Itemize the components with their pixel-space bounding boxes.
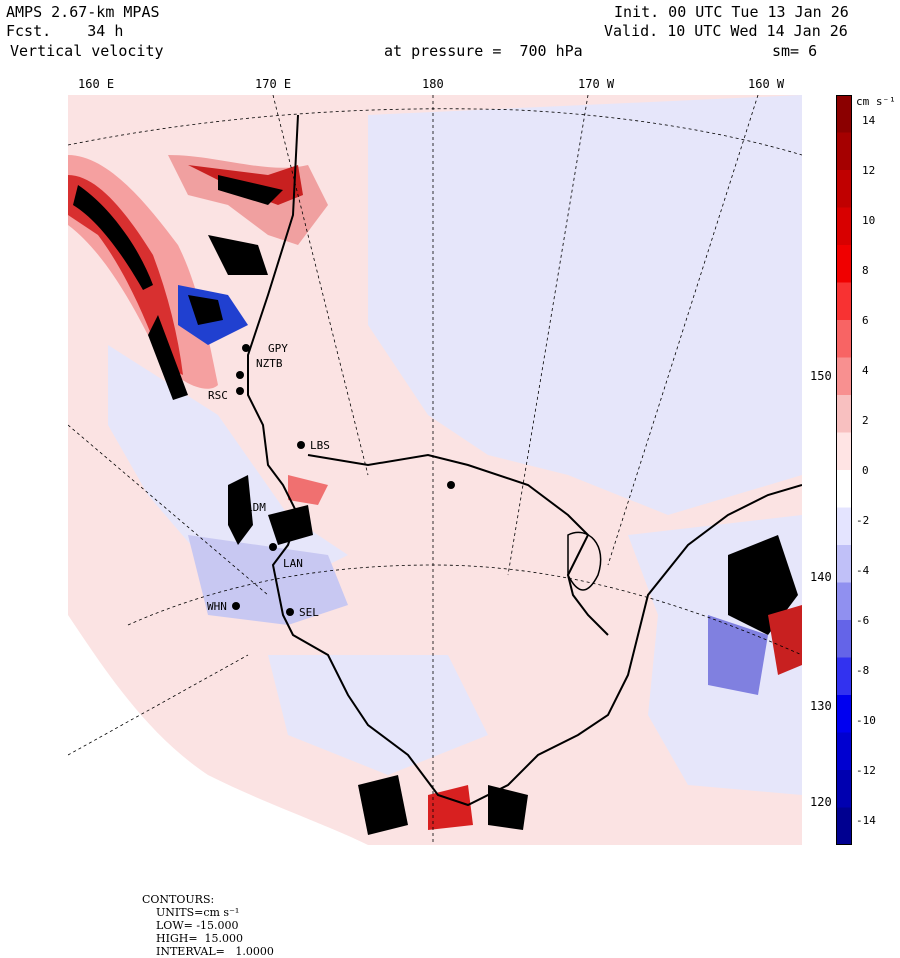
colorbar-segment: [836, 695, 852, 733]
station-label: RSC: [208, 389, 228, 402]
station-label: SEL: [299, 606, 319, 619]
colorbar-segment: [836, 132, 852, 171]
ice-shelf-edge: [307, 453, 609, 636]
lon-label-170e: 170 E: [255, 77, 292, 91]
colorbar-segment: [836, 357, 852, 396]
colorbar-tick-label: 8: [862, 264, 869, 277]
station-label: LAN: [283, 557, 303, 570]
colorbar: [836, 95, 852, 845]
colorbar-tick-label: -14: [856, 814, 876, 827]
colorbar-segment: [836, 282, 852, 321]
vertical-velocity-map: [68, 95, 802, 845]
colorbar-tick-label: 10: [862, 214, 876, 227]
colorbar-segment: [836, 732, 852, 771]
colorbar-segment: [836, 245, 852, 283]
station-label: LDM: [246, 501, 266, 514]
colorbar-segment: [836, 545, 852, 583]
station-label: GPY: [268, 342, 288, 355]
colorbar-tick-label: -6: [856, 614, 870, 627]
colorbar-segment: [836, 95, 852, 133]
colorbar-tick-label: 2: [862, 414, 869, 427]
colorbar-tick-label: -4: [856, 564, 870, 577]
model-title: AMPS 2.67-km MPAS: [6, 3, 160, 21]
colorbar-segment: [836, 170, 852, 208]
lon-label-160e: 160 E: [78, 77, 115, 91]
smoothing: sm= 6: [772, 42, 818, 60]
colorbar-tick-label: 6: [862, 314, 869, 327]
colorbar-segment: [836, 770, 852, 808]
colorbar-tick-label: -8: [856, 664, 870, 677]
station-markers: [232, 344, 455, 616]
contour-interval: INTERVAL= 1.0000: [156, 945, 274, 958]
colorbar-segment: [836, 807, 852, 845]
field-region-negative: [368, 95, 802, 515]
lon-label-170w: 170 W: [578, 77, 615, 91]
ice-shelf-edge: [567, 531, 602, 591]
colorbar-tick-label: -10: [856, 714, 876, 727]
contour-units: UNITS=cm s⁻¹: [156, 906, 240, 919]
colorbar-segment: [836, 620, 852, 658]
colorbar-tick-label: 0: [862, 464, 869, 477]
colorbar-units: cm s⁻¹: [856, 95, 896, 108]
graticule: [68, 95, 802, 845]
init-time: Init. 00 UTC Tue 13 Jan 26: [614, 3, 849, 21]
colorbar-tick-label: -2: [856, 514, 870, 527]
pressure-level: at pressure = 700 hPa: [384, 42, 583, 60]
coastline: [247, 114, 802, 807]
lon-label-180: 180: [422, 77, 444, 91]
colorbar-tick-label: 14: [862, 114, 876, 127]
colorbar-segment: [836, 320, 852, 358]
colorbar-segment: [836, 470, 852, 508]
station-label: WHN: [207, 600, 227, 613]
colorbar-segment: [836, 657, 852, 696]
colorbar-segment: [836, 507, 852, 546]
convective-cells: [228, 475, 802, 835]
field-region-zero: [68, 615, 368, 845]
colorbar-segment: [836, 582, 852, 621]
lon-label-160w: 160 W: [748, 77, 785, 91]
strong-updraft-band: [68, 155, 328, 400]
contour-high: HIGH= 15.000: [156, 932, 244, 945]
colorbar-tick-label: 12: [862, 164, 876, 177]
station-label: LBS: [310, 439, 330, 452]
contour-low: LOW= -15.000: [156, 919, 239, 932]
colorbar-tick-label: -12: [856, 764, 876, 777]
colorbar-segment: [836, 207, 852, 246]
forecast-hour: Fcst. 34 h: [6, 22, 124, 40]
field-region-negative: [188, 535, 348, 625]
station-label: NZTB: [256, 357, 283, 370]
colorbar-tick-label: 4: [862, 364, 869, 377]
colorbar-segment: [836, 432, 852, 471]
colorbar-segment: [836, 395, 852, 433]
valid-time: Valid. 10 UTC Wed 14 Jan 26: [604, 22, 848, 40]
field-name: Vertical velocity: [10, 42, 164, 60]
colorbar-border: [836, 95, 852, 845]
contour-info: CONTOURS: UNITS=cm s⁻¹ LOW= -15.000 HIGH…: [135, 880, 274, 958]
